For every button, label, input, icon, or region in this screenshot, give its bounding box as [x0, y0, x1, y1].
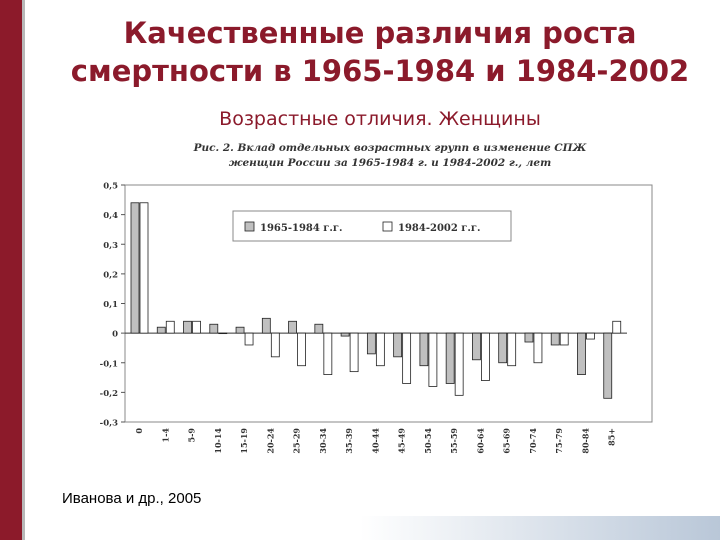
bar — [288, 320, 297, 334]
bar — [603, 332, 613, 399]
x-tick-label: 75-79 — [554, 428, 564, 454]
chart-caption: Рис. 2. Вклад отдельных возрастных групп… — [140, 141, 640, 171]
chart-caption-line2: женщин России за 1965-1984 г. и 1984-200… — [228, 157, 552, 169]
x-tick-label: 60-64 — [475, 428, 485, 454]
legend-swatch — [382, 221, 393, 232]
x-tick-label: 15-19 — [239, 428, 249, 454]
bar — [428, 332, 438, 387]
bar — [314, 323, 324, 334]
bar — [550, 332, 560, 346]
x-tick-label: 65-69 — [502, 428, 512, 454]
bar — [481, 332, 490, 381]
bar — [402, 332, 412, 384]
y-tick-label: -0,3 — [100, 419, 118, 429]
bar — [366, 332, 376, 355]
bar — [419, 332, 429, 367]
bar — [130, 202, 140, 334]
legend-swatch — [244, 221, 255, 232]
bar — [454, 332, 464, 396]
bar — [270, 332, 280, 358]
footer-gradient-bar — [360, 516, 720, 540]
bar — [472, 332, 481, 361]
y-tick-label: 0,5 — [103, 182, 118, 192]
bar — [577, 332, 586, 375]
bar — [393, 332, 403, 358]
bar — [586, 332, 595, 340]
y-tick-label: 0,4 — [103, 211, 118, 221]
bar — [192, 320, 201, 334]
bar — [323, 332, 333, 375]
bar — [507, 332, 517, 367]
bar — [375, 332, 385, 367]
x-tick-label: 85+ — [607, 428, 617, 446]
x-tick-label: 5-9 — [187, 428, 197, 443]
x-tick-label: 10-14 — [213, 428, 223, 454]
y-tick-label: -0,2 — [100, 389, 118, 399]
x-tick-label: 20-24 — [265, 428, 275, 454]
bar — [235, 326, 245, 334]
bar — [156, 326, 166, 334]
bar — [612, 320, 622, 334]
bar — [340, 332, 350, 337]
bar — [209, 323, 219, 334]
x-tick-label: 40-44 — [370, 428, 380, 454]
footer-citation: Иванова и др., 2005 — [62, 490, 202, 507]
chart-caption-line1: Рис. 2. Вклад отдельных возрастных групп… — [193, 142, 587, 154]
y-tick-label: 0 — [112, 330, 118, 340]
bar — [183, 320, 192, 334]
left-accent-edge — [22, 0, 25, 540]
legend-label: 1965-1984 г.г. — [260, 223, 343, 234]
bar — [445, 332, 455, 384]
bar — [297, 332, 306, 367]
y-tick-label: 0,2 — [103, 270, 118, 280]
y-tick-label: 0,3 — [103, 241, 118, 251]
y-tick-label: 0,1 — [103, 300, 118, 310]
x-tick-label: 45-49 — [397, 428, 407, 454]
slide-title-line2: смертности в 1965-1984 и 1984-2002 — [70, 54, 690, 88]
bar — [559, 332, 569, 346]
x-tick-label: 50-54 — [423, 428, 433, 454]
y-tick-label: -0,1 — [100, 359, 118, 369]
x-tick-label: 70-74 — [528, 428, 538, 454]
bar — [524, 332, 534, 343]
slide-title: Качественные различия роста смертности в… — [40, 14, 720, 90]
bar — [533, 332, 543, 364]
x-tick-label: 25-29 — [292, 428, 302, 454]
bar — [261, 317, 271, 334]
x-tick-label: 35-39 — [344, 428, 354, 454]
x-tick-label: 1-4 — [160, 428, 170, 443]
slide-title-line1: Качественные различия роста — [123, 16, 637, 50]
x-tick-label: 0 — [134, 428, 144, 434]
x-tick-label: 30-34 — [318, 428, 328, 454]
left-accent-bar — [0, 0, 22, 540]
legend-box — [232, 210, 512, 242]
slide-subtitle: Возрастные отличия. Женщины — [219, 108, 541, 130]
bar — [139, 202, 149, 334]
bar — [498, 332, 508, 364]
bar — [349, 332, 359, 373]
bar — [244, 332, 254, 346]
x-tick-label: 80-84 — [580, 428, 590, 454]
x-tick-label: 55-59 — [449, 428, 459, 454]
bar — [165, 320, 175, 334]
bar — [218, 332, 228, 335]
legend-label: 1984-2002 г.г. — [398, 223, 481, 234]
